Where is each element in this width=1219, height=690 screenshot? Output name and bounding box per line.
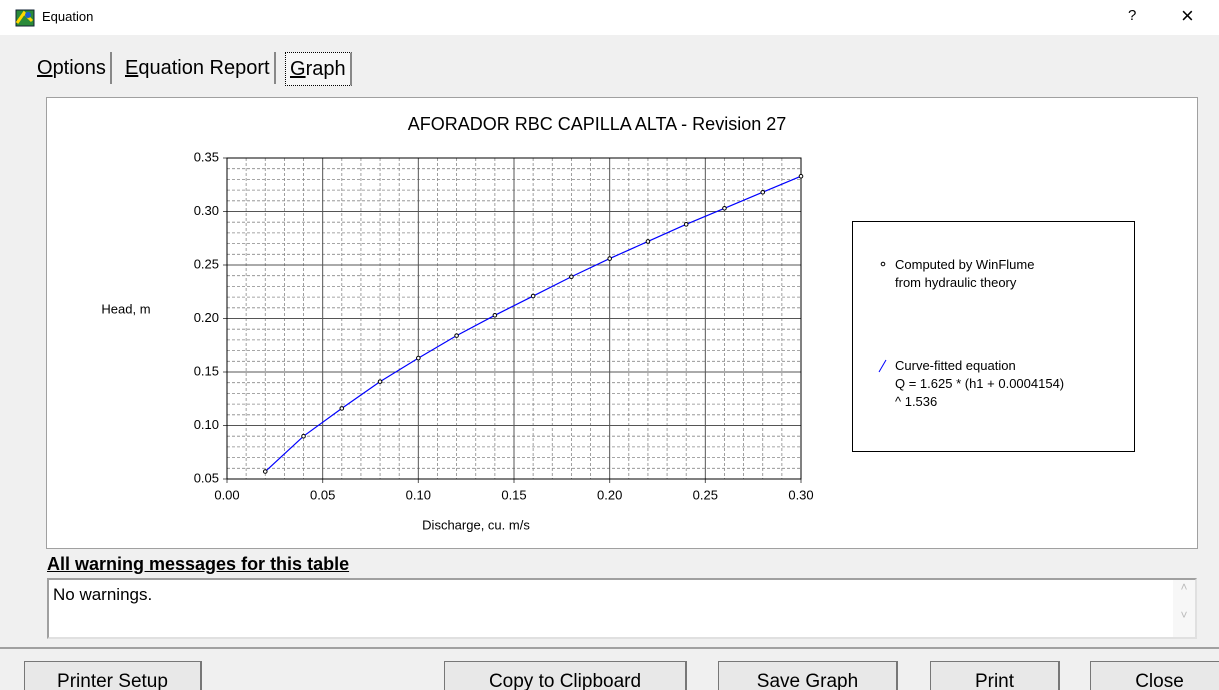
data-point — [645, 239, 651, 244]
button[interactable]: Printer Setup — [24, 661, 202, 690]
y-tick-label: 0.35 — [194, 149, 219, 164]
data-point — [377, 379, 383, 384]
warnings-text: No warnings. — [53, 585, 153, 604]
button[interactable]: Print — [930, 661, 1060, 690]
data-point — [530, 293, 536, 299]
legend-entry: Computed by WinFlume from hydraulic theo… — [895, 257, 1035, 290]
button[interactable]: Close — [1090, 661, 1219, 690]
x-tick-label: 0.20 — [597, 487, 622, 502]
data-point — [301, 433, 306, 439]
data-point — [569, 274, 574, 280]
data-point — [798, 173, 804, 179]
legend-marker — [878, 359, 887, 373]
app-icon — [15, 9, 35, 27]
separator — [0, 647, 1219, 649]
tab[interactable]: Equation Report — [121, 52, 276, 84]
data-point — [454, 333, 459, 338]
title-bar: Equation ? × — [0, 0, 1219, 35]
data-point — [416, 355, 421, 361]
help-button[interactable]: ? — [1128, 7, 1137, 24]
x-axis-label: Discharge, cu. m/s — [422, 517, 530, 532]
x-tick-label: 0.05 — [310, 487, 335, 502]
warnings-heading: All warning messages for this table — [47, 554, 350, 574]
y-tick-label: 0.30 — [194, 203, 219, 218]
chart: AFORADOR RBC CAPILLA ALTA - Revision 27 … — [101, 114, 813, 533]
y-axis-label: Head, m — [101, 301, 150, 316]
legend-markers — [878, 261, 887, 373]
data-point — [607, 256, 612, 261]
x-tick-label: 0.30 — [788, 487, 813, 502]
tab[interactable]: Options — [33, 52, 112, 84]
plot-frame — [226, 157, 802, 480]
data-point — [492, 312, 498, 318]
legend-marker — [880, 261, 886, 267]
close-button[interactable]: × — [1181, 3, 1194, 28]
x-tick-label: 0.15 — [501, 487, 526, 502]
chart-panel: AFORADOR RBC CAPILLA ALTA - Revision 27 … — [46, 97, 1198, 549]
data-point — [683, 222, 689, 227]
scrollbar[interactable]: ˄ ˅ — [1173, 580, 1195, 637]
y-tick-label: 0.10 — [194, 417, 219, 432]
button[interactable]: Copy to Clipboard — [444, 661, 687, 690]
legend-entry: Curve-fitted equation Q = 1.625 * (h1 + … — [895, 358, 1065, 409]
x-tick-label: 0.10 — [406, 487, 431, 502]
window-title: Equation — [42, 9, 94, 24]
y-tick-label: 0.20 — [194, 310, 219, 325]
button[interactable]: Save Graph — [718, 661, 898, 690]
chart-title: AFORADOR RBC CAPILLA ALTA - Revision 27 — [408, 114, 786, 134]
tab-selected[interactable]: Graph — [285, 52, 352, 86]
legend: Computed by WinFlume from hydraulic theo… — [852, 221, 1135, 452]
x-tick-label: 0.00 — [214, 487, 239, 502]
data-point — [760, 189, 766, 195]
data-point — [722, 205, 727, 211]
warnings-box[interactable]: No warnings. ˄ ˅ — [47, 578, 1197, 639]
y-tick-label: 0.05 — [194, 470, 219, 485]
y-tick-label: 0.25 — [194, 256, 219, 271]
y-tick-label: 0.15 — [194, 363, 219, 378]
x-tick-label: 0.25 — [693, 487, 718, 502]
data-point — [262, 469, 268, 474]
data-point — [339, 406, 345, 411]
